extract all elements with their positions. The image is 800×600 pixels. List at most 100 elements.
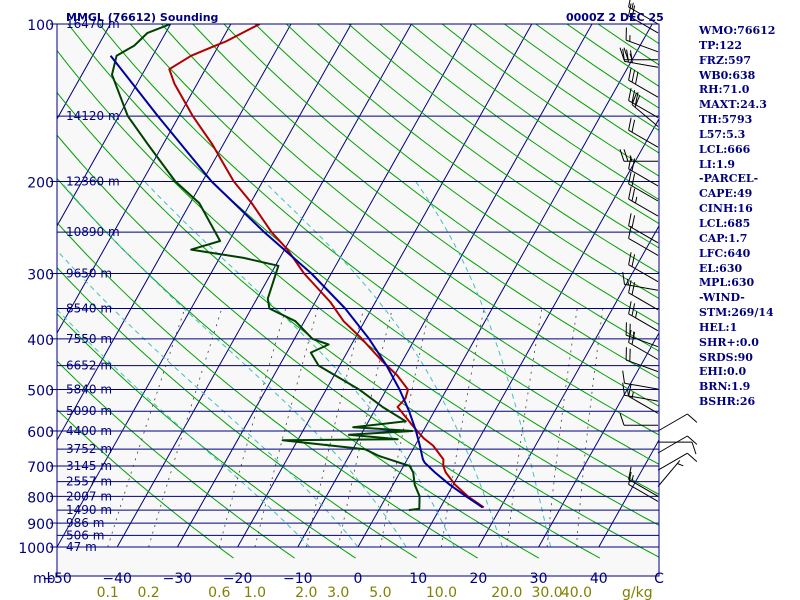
- wind-barb: [657, 452, 698, 471]
- sounding-curves: [109, 24, 485, 512]
- height-label: 10890 m: [66, 225, 120, 239]
- mixing-ratio-line: [305, 308, 365, 548]
- pressure-label: 900: [27, 517, 54, 533]
- height-label: 7550 m: [66, 332, 112, 346]
- wind-barb: [628, 466, 659, 497]
- height-label: 16470 m: [66, 17, 120, 31]
- wind-barb: [625, 27, 659, 53]
- pressure-label: 400: [27, 333, 54, 349]
- dry-adiabat-line: [192, 24, 659, 380]
- wind-barbs: [619, 0, 698, 502]
- mixing-ratio-label: 0.6: [208, 585, 230, 600]
- dry-adiabat-line: [98, 24, 659, 465]
- index-item: MAXT:24.3: [699, 98, 767, 112]
- dry-adiabat-line: [57, 408, 234, 559]
- temperature-tick-label: −20: [223, 571, 253, 587]
- height-label: 986 m: [66, 516, 104, 530]
- wind-barb: [628, 252, 659, 283]
- isotherm-line: [176, 24, 473, 548]
- chart-title: MMGL (76612) Sounding: [66, 11, 218, 24]
- height-label: 9650 m: [66, 267, 112, 281]
- index-item: MPL:630: [699, 276, 755, 290]
- mixing-ratio-label: 40.0: [561, 585, 592, 600]
- wind-barb: [628, 156, 659, 187]
- isotherm-line: [598, 438, 659, 548]
- index-item: LFC:640: [699, 246, 751, 260]
- mixing-ratio-label: 0.1: [97, 585, 119, 600]
- temperature-tick-label: −50: [42, 571, 72, 587]
- index-item: WB0:638: [699, 68, 756, 82]
- dry-adiabat-line: [57, 313, 356, 559]
- pressure-label: 200: [27, 175, 54, 191]
- wind-barb: [622, 382, 659, 402]
- temperature-unit-label: C: [654, 571, 664, 587]
- temperature-curve: [168, 24, 485, 509]
- dry-adiabat-line: [57, 49, 659, 526]
- dry-adiabat-line: [254, 24, 659, 326]
- height-label: 6652 m: [66, 359, 112, 373]
- isotherm-line: [57, 24, 172, 227]
- moist-adiabat-line: [263, 181, 503, 548]
- temperature-tick-label: 20: [469, 571, 487, 587]
- wind-barb: [628, 301, 659, 332]
- moist-adiabat-line: [144, 181, 455, 548]
- index-item: TP:122: [699, 38, 743, 52]
- mixing-ratio-label: 0.2: [137, 585, 159, 600]
- temperature-tick-label: −30: [163, 571, 193, 587]
- index-item: BRN:1.9: [699, 380, 751, 394]
- isotherm-line: [297, 24, 593, 548]
- isotherm-line: [57, 24, 111, 120]
- index-item: CAP:1.7: [699, 231, 748, 245]
- height-label: 3145 m: [66, 459, 112, 473]
- height-label: 12360 m: [66, 174, 120, 188]
- mixing-ratio-label: 3.0: [327, 585, 349, 600]
- mixing-ratio-line: [218, 308, 287, 548]
- mixing-ratio-label: 30.0: [532, 585, 563, 600]
- isotherm-line: [237, 24, 533, 548]
- temperature-tick-label: −40: [102, 571, 132, 587]
- temperature-tick-label: −10: [283, 571, 313, 587]
- mixing-ratio-label: 10.0: [426, 585, 457, 600]
- wind-barb: [631, 92, 659, 127]
- wind-barb: [657, 460, 684, 487]
- wind-barb: [628, 225, 659, 256]
- wind-barb: [628, 171, 659, 202]
- mixing-ratio-label: 20.0: [491, 585, 522, 600]
- wind-barb: [628, 117, 659, 148]
- wind-barb: [625, 347, 659, 373]
- dry-adiabat-line: [348, 24, 659, 249]
- pressure-label: 300: [27, 268, 54, 284]
- isotherm-line: [477, 224, 659, 548]
- pressure-label: 500: [27, 384, 54, 400]
- wind-barb: [657, 435, 698, 454]
- isotherm-line: [417, 117, 659, 548]
- isotherm-line: [57, 24, 232, 334]
- index-item: SRDS:90: [699, 350, 753, 364]
- dry-adiabat-line: [57, 266, 417, 559]
- plot-frame: [56, 23, 660, 577]
- moist-adiabat-line: [57, 308, 311, 548]
- pressure-label: 1000: [18, 541, 54, 557]
- height-label: 4400 m: [66, 424, 112, 438]
- wind-barb: [628, 471, 659, 502]
- dry-adiabat-line: [57, 360, 295, 559]
- wind-barb: [622, 48, 659, 68]
- height-label: 8540 m: [66, 302, 112, 316]
- index-item: HEL:1: [699, 320, 738, 334]
- temperature-tick-label: 40: [590, 571, 608, 587]
- index-item: STM:269/14: [699, 306, 774, 320]
- dry-adiabat-line: [161, 24, 659, 407]
- index-item: RH:71.0: [699, 83, 750, 97]
- isotherm-line: [57, 24, 292, 442]
- index-item: EHI:0.0: [699, 365, 747, 379]
- dewpoint-curve: [111, 24, 421, 512]
- wind-barb: [622, 370, 659, 390]
- temperature-tick-label: 0: [354, 571, 363, 587]
- pressure-label: 700: [27, 460, 54, 476]
- mixing-ratio-label: 1.0: [244, 585, 266, 600]
- mixing-ratio-unit-label: g/kg: [622, 585, 653, 600]
- dry-adiabat-line: [57, 221, 478, 559]
- dry-adiabat-line: [317, 24, 659, 274]
- index-item: SHR+:0.0: [699, 335, 759, 349]
